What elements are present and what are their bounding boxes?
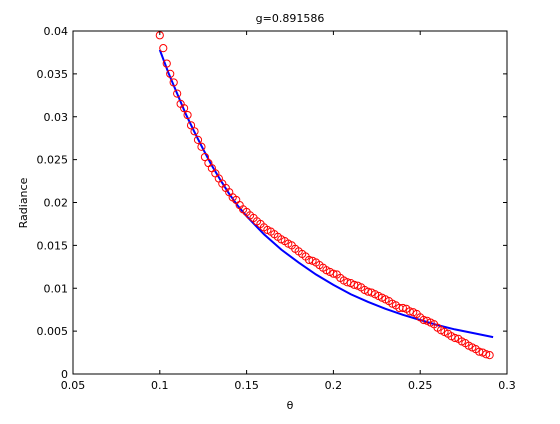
chart-marks [155, 31, 494, 360]
y-tick-label: 0.015 [37, 239, 69, 252]
x-tick-label: 0.25 [408, 379, 433, 392]
data-point [343, 278, 352, 287]
data-point [193, 135, 203, 144]
data-point [350, 280, 359, 289]
data-point [166, 69, 175, 78]
x-axis-label: θ [287, 399, 294, 412]
data-point [475, 347, 484, 356]
y-tick-label: 0.03 [44, 111, 69, 124]
y-tick-label: 0.04 [44, 25, 69, 38]
data-point [183, 110, 192, 120]
tick-group: 0.05 0.1 0.15 0.2 0.25 0.3 0 0.005 0.01 0.015 0.02… [37, 25, 516, 392]
data-point [200, 152, 210, 162]
y-tick-label: 0 [61, 368, 68, 381]
y-tick-label: 0.02 [44, 197, 69, 210]
chart-title: g=0.891586 [256, 12, 325, 25]
data-point [173, 89, 182, 98]
data-point [180, 104, 189, 113]
data-point [190, 127, 199, 136]
y-tick-label: 0.025 [37, 154, 69, 167]
data-point [405, 307, 414, 316]
data-point [169, 78, 178, 87]
data-point [162, 59, 171, 68]
data-point [197, 142, 206, 151]
x-tick-label: 0.1 [151, 379, 169, 392]
data-point [450, 333, 460, 343]
data-point [482, 350, 491, 359]
y-axis-label: Radiance [17, 177, 30, 228]
data-point [485, 351, 494, 360]
data-point [329, 269, 338, 278]
data-point [186, 121, 196, 130]
plot-area [73, 31, 507, 374]
data-point [364, 287, 373, 296]
y-tick-label: 0.005 [37, 325, 69, 338]
data-point [419, 315, 428, 325]
y-tick-label: 0.01 [44, 282, 69, 295]
x-tick-label: 0.05 [61, 379, 86, 392]
data-point [305, 255, 314, 265]
y-tick-label: 0.035 [37, 68, 69, 81]
x-tick-label: 0.15 [234, 379, 259, 392]
data-point [398, 303, 407, 313]
x-tick-label: 0.2 [325, 379, 343, 392]
x-tick-label: 0.3 [498, 379, 516, 392]
data-point [159, 44, 168, 53]
